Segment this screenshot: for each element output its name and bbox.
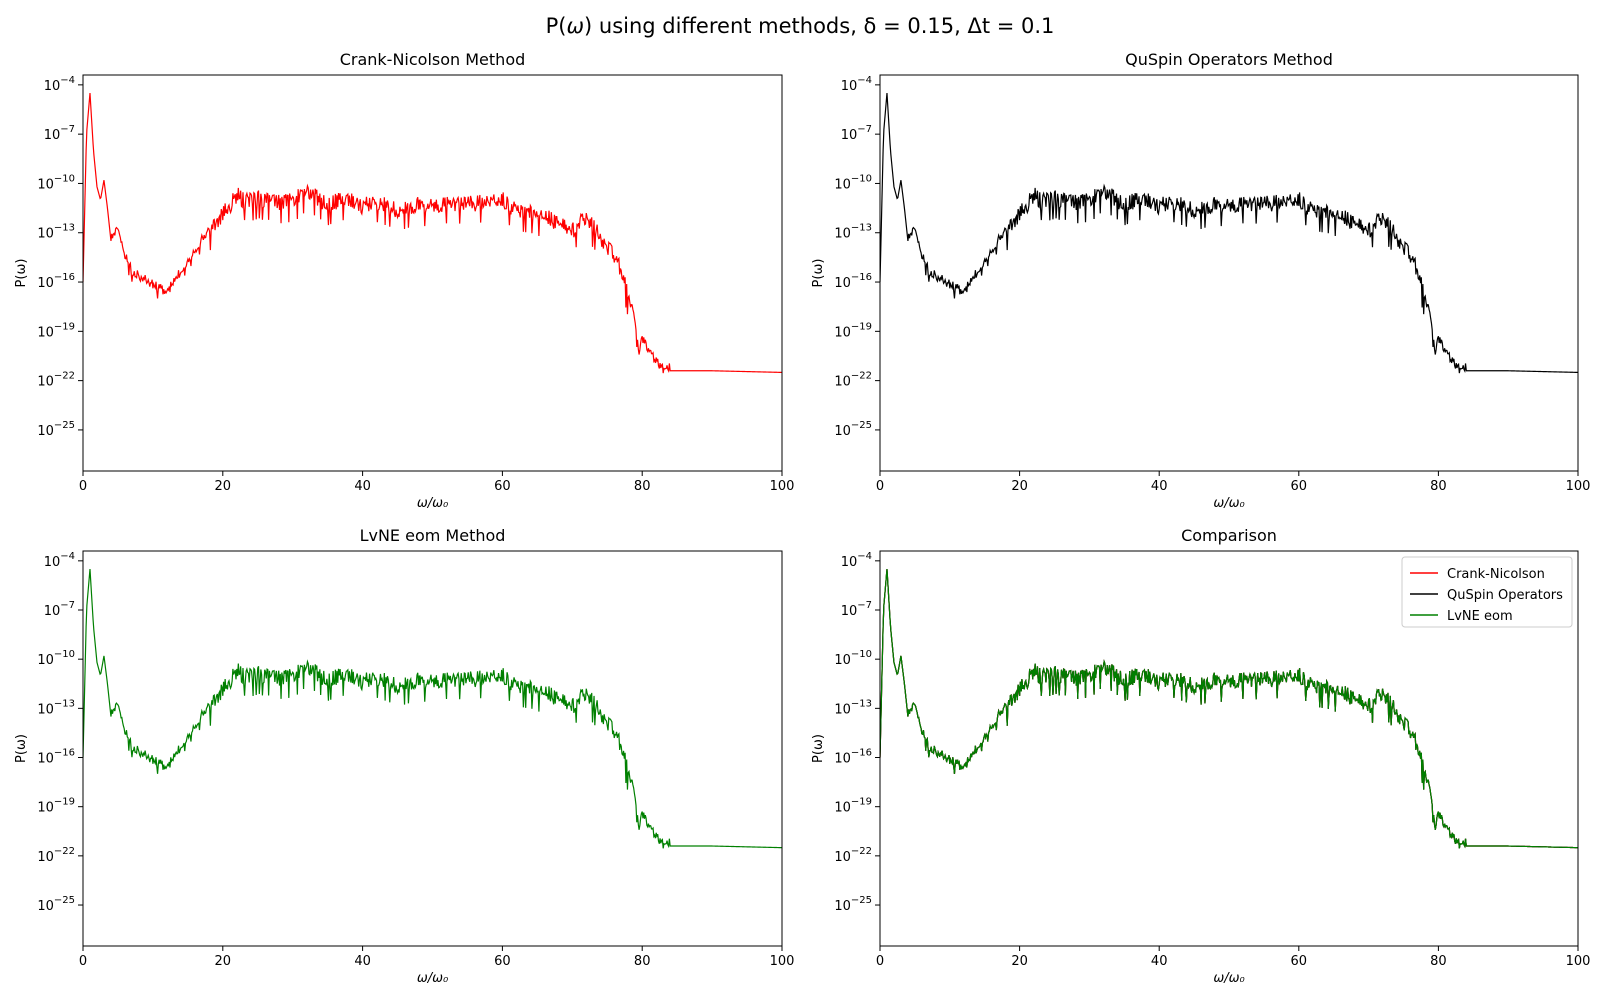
panel-2: QuSpin Operators Method 0 20 40 60 80 100 10−4 1… [811,50,1590,511]
x-tick-label: 100 [770,954,795,969]
x-tick-label: 60 [1291,479,1308,494]
x-tick-label: 100 [1566,954,1591,969]
y-tick-label: 10−7 [44,600,75,619]
x-tick-label: 40 [1151,954,1168,969]
x-axis-label: ω/ω₀ [417,971,449,986]
y-tick-label: 10−10 [37,649,75,668]
panel-title: QuSpin Operators Method [1125,50,1333,69]
legend-box [1401,556,1573,628]
y-tick-label: 10−4 [44,551,75,570]
x-tick-label: 20 [215,479,232,494]
panel-3: LvNE eom Method 0 20 40 60 80 100 10−4 10−7 10−10… [14,526,794,986]
axes-frame [879,550,1579,947]
x-tick-label: 100 [770,479,795,494]
x-tick-label: 60 [494,479,511,494]
panel-title: Crank-Nicolson Method [340,50,526,69]
series-line-lvne [880,568,1578,849]
x-tick-label: 20 [215,954,232,969]
x-tick-label: 80 [634,954,651,969]
x-tick-label: 100 [1566,479,1591,494]
y-tick-label: 10−4 [841,75,872,94]
series-line-lvne [83,568,782,849]
x-tick-label: 0 [876,954,884,969]
y-axis-label: P(ω) [14,259,29,288]
y-axis-label: P(ω) [14,734,29,763]
x-tick-label: 0 [876,479,884,494]
series-line-quspin [880,93,1578,374]
y-tick-label: 10−16 [37,748,75,767]
y-tick-label: 10−19 [834,797,872,816]
panel-title: Comparison [1181,526,1277,545]
y-tick-label: 10−25 [37,420,75,439]
y-tick-label: 10−25 [37,895,75,914]
y-tick-label: 10−4 [841,551,872,570]
series-line-crank [83,93,782,374]
y-tick-label: 10−4 [44,75,75,94]
axes-frame [879,74,1579,472]
x-tick-label: 0 [79,954,87,969]
y-tick-label: 10−25 [834,420,872,439]
legend: Crank-Nicolson QuSpin Operators LvNE eom [1401,556,1573,628]
y-tick-label: 10−10 [834,173,872,192]
x-tick-label: 40 [354,479,371,494]
x-axis-label: ω/ω₀ [1213,496,1245,511]
y-tick-label: 10−19 [37,321,75,340]
x-tick-label: 20 [1011,954,1028,969]
axes-frame [82,550,783,947]
y-tick-label: 10−16 [834,748,872,767]
x-tick-label: 60 [494,954,511,969]
y-tick-label: 10−7 [841,124,872,143]
y-tick-label: 10−7 [841,600,872,619]
x-tick-label: 40 [1151,479,1168,494]
y-tick-label: 10−25 [834,895,872,914]
y-tick-label: 10−16 [834,272,872,291]
panel-4: Comparison 0 20 40 60 80 100 10−4 10−7 10−10 10−13… [811,526,1590,986]
y-tick-label: 10−13 [37,698,75,717]
x-tick-label: 80 [1430,479,1447,494]
y-tick-label: 10−16 [37,272,75,291]
y-tick-label: 10−22 [834,846,872,865]
y-tick-label: 10−22 [834,371,872,390]
y-tick-label: 10−22 [37,846,75,865]
y-tick-label: 10−10 [834,649,872,668]
y-tick-label: 10−19 [37,797,75,816]
y-tick-label: 10−10 [37,173,75,192]
y-tick-label: 10−13 [834,223,872,242]
y-axis-label: P(ω) [811,259,826,288]
y-tick-label: 10−13 [834,698,872,717]
figure-title: P(ω) using different methods, δ = 0.15, … [545,14,1055,38]
x-tick-label: 60 [1291,954,1308,969]
y-tick-label: 10−22 [37,371,75,390]
x-axis-label: ω/ω₀ [1213,971,1245,986]
panel-title: LvNE eom Method [360,526,506,545]
y-tick-label: 10−13 [37,223,75,242]
y-tick-label: 10−7 [44,124,75,143]
axes-frame [82,74,783,472]
x-tick-label: 80 [1430,954,1447,969]
y-axis-label: P(ω) [811,734,826,763]
x-tick-label: 40 [354,954,371,969]
x-tick-label: 80 [634,479,651,494]
y-tick-label: 10−19 [834,321,872,340]
legend-entry: Crank-Nicolson [1447,567,1545,582]
legend-entry: LvNE eom [1447,609,1513,624]
x-tick-label: 0 [79,479,87,494]
x-tick-label: 20 [1011,479,1028,494]
legend-entry: QuSpin Operators [1447,588,1563,603]
x-axis-label: ω/ω₀ [417,496,449,511]
panel-1: Crank-Nicolson Method 0 20 40 60 80 100 10−4 10−… [14,50,794,511]
